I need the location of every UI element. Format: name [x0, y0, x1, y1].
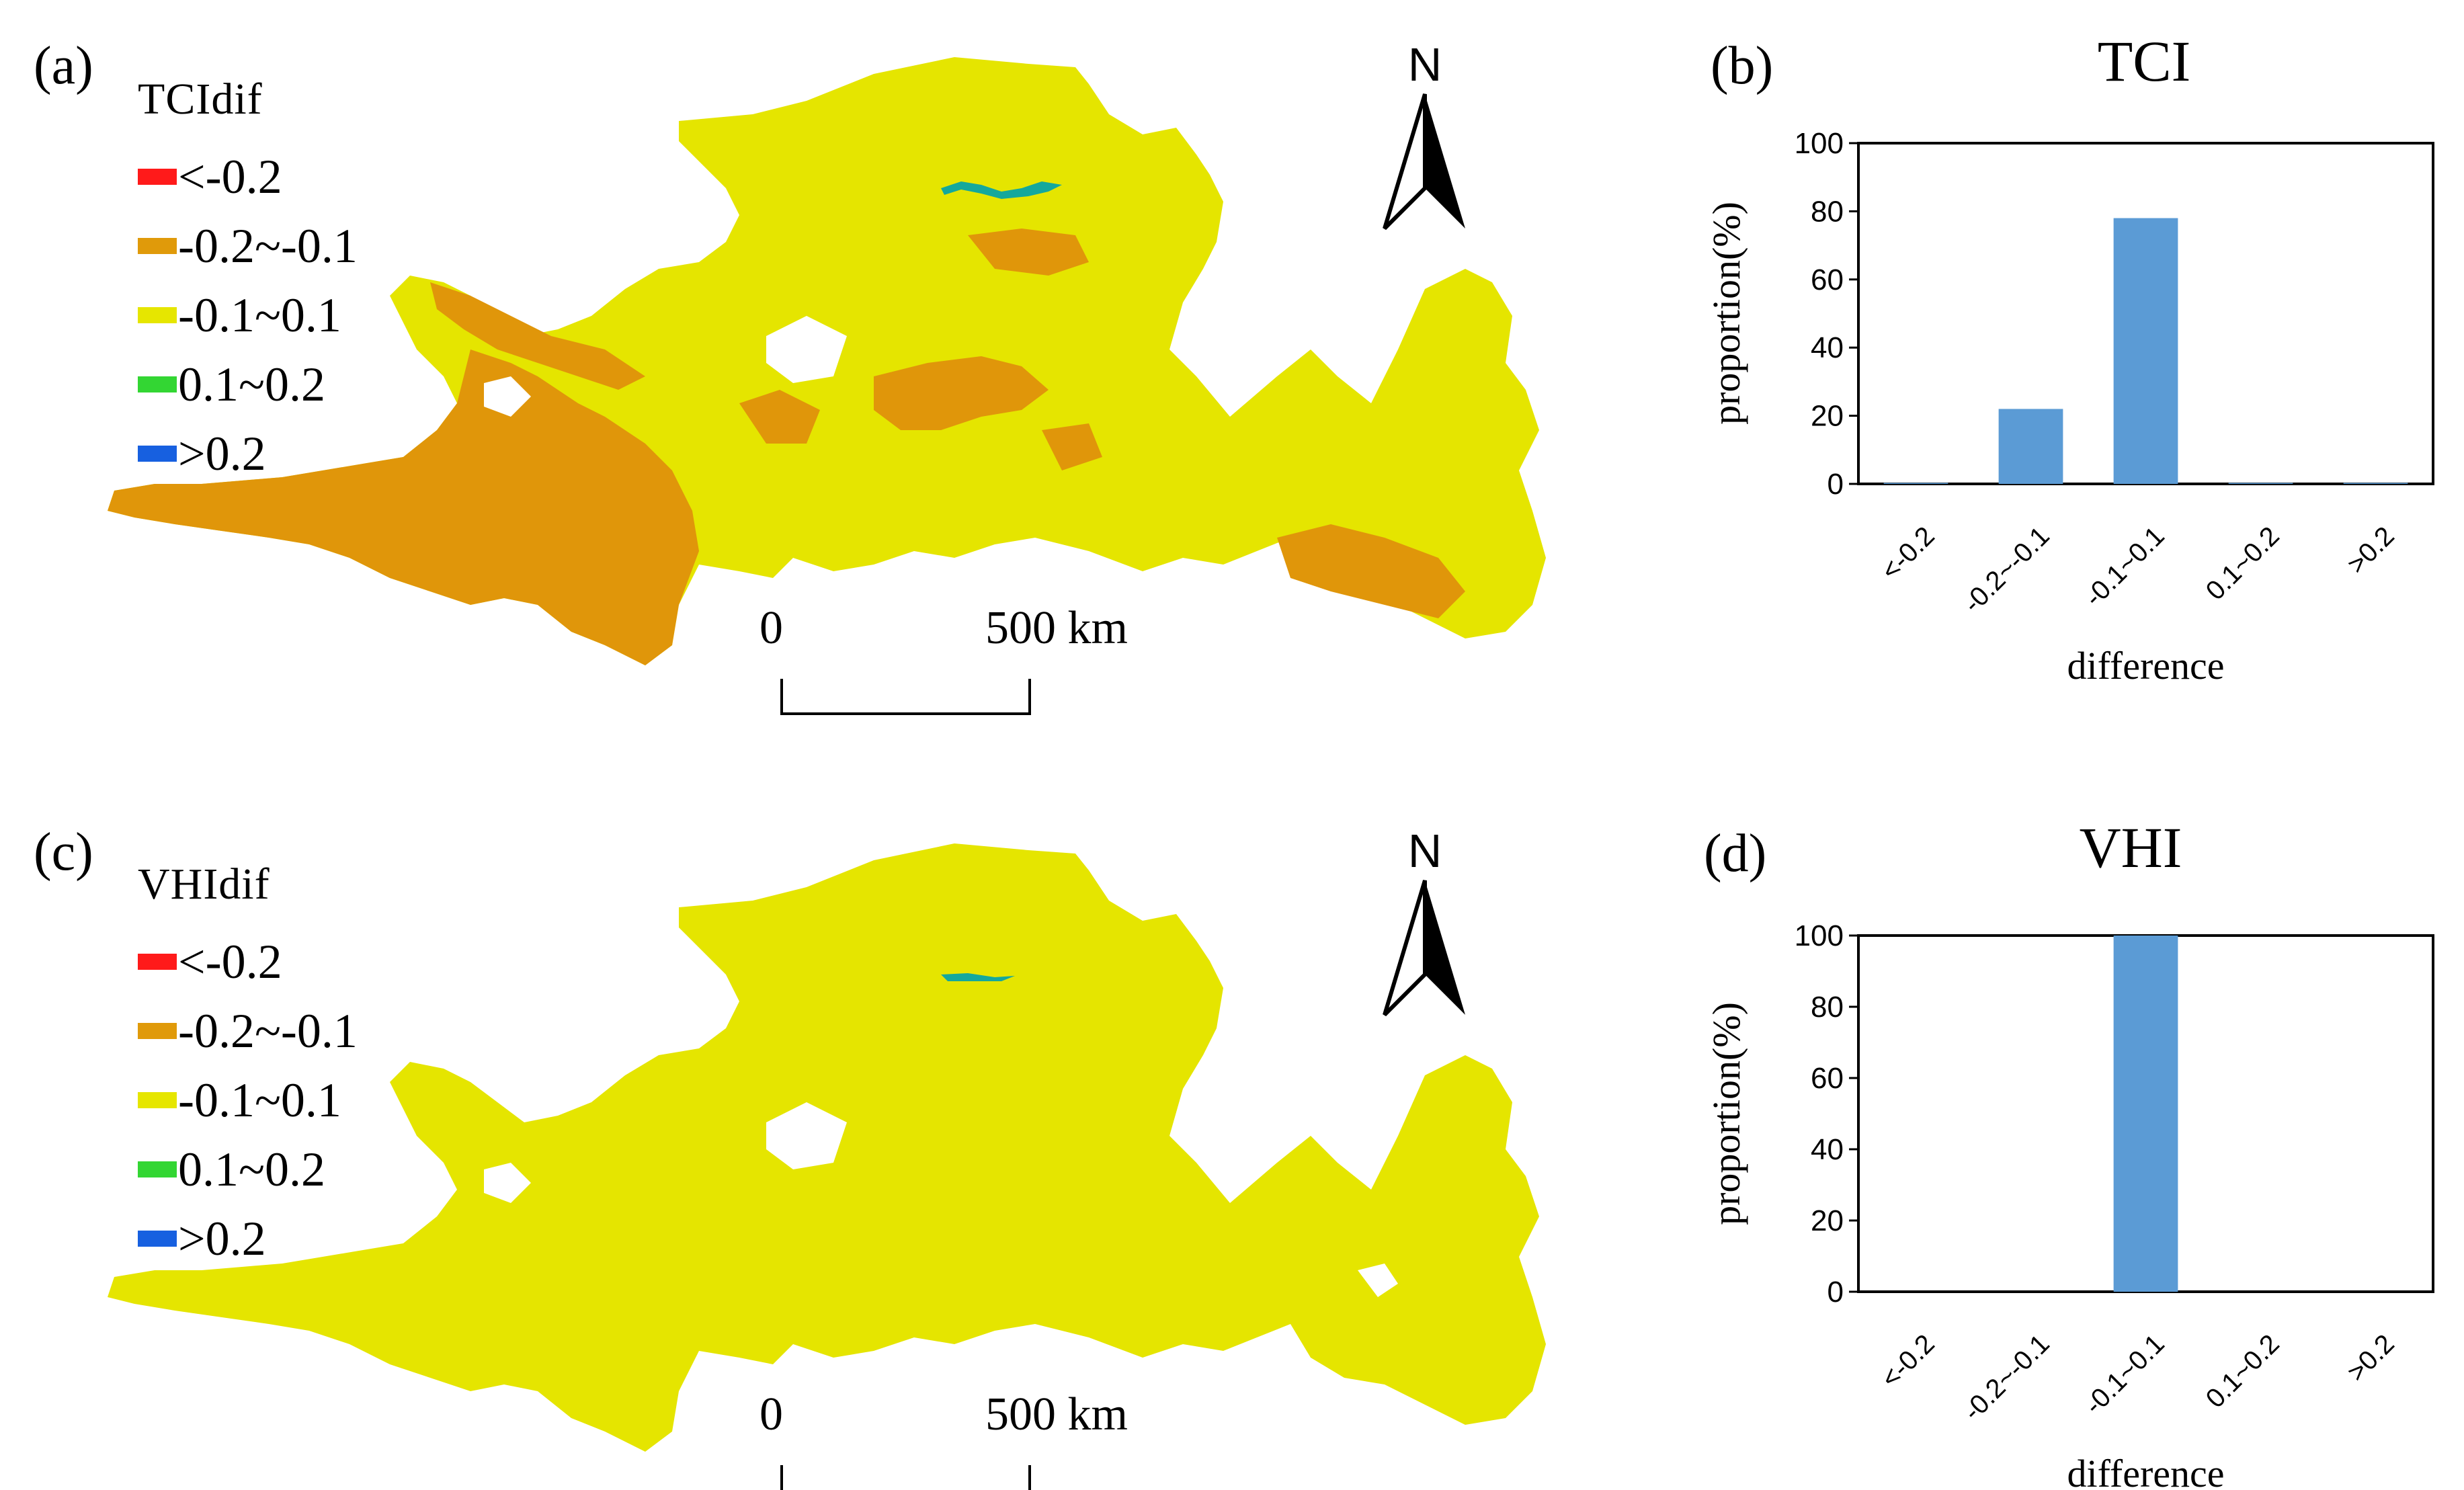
north-label: N	[1408, 825, 1442, 877]
legend-label: -0.2~-0.1	[178, 218, 358, 273]
scale-start-label: 0	[759, 602, 783, 654]
y-tick-label: 0	[1828, 468, 1844, 501]
y-tick-label: 40	[1811, 1133, 1844, 1166]
legend-label: <-0.2	[178, 149, 282, 204]
legend-label: <-0.2	[178, 934, 282, 989]
legend-item: >0.2	[138, 419, 358, 488]
y-tick-label: 40	[1811, 331, 1844, 364]
bar-1	[1998, 409, 2063, 484]
y-tick-label: 100	[1795, 919, 1844, 952]
legend-title: VHIdif	[138, 860, 270, 909]
panel-label-d: (d)	[1704, 824, 1767, 883]
legend-item: >0.2	[138, 1204, 358, 1273]
legend-label: >0.2	[178, 1211, 266, 1266]
y-tick-label: 20	[1811, 400, 1844, 433]
chart-title-tci: TCI	[2097, 29, 2191, 93]
y-tick-label: 100	[1795, 127, 1844, 160]
panel-label-c: (c)	[34, 823, 93, 882]
legend-title: TCIdif	[138, 75, 263, 124]
legend-swatch	[138, 376, 177, 392]
y-tick-label: 60	[1811, 1062, 1844, 1095]
map-region	[108, 57, 1546, 665]
legend-swatch	[138, 1091, 177, 1108]
chart-vhi: 0 20 40 60 80 100 <-0.2 -0.2~-0.1 -0.1~0.1 0.1~0.…	[1705, 919, 2434, 1490]
chart-tci: 0 20 40 60 80 100 <-0.2 -0.2~-0.1 -0.1~0.1 0.1~0.…	[1705, 127, 2434, 688]
north-arrow: N	[1383, 38, 1465, 231]
x-tick-label: <-0.2	[1875, 1329, 1940, 1393]
y-tick-label: 20	[1811, 1204, 1844, 1237]
legend-swatch	[138, 445, 177, 462]
scale-end-label: 500 km	[985, 1389, 1128, 1440]
legend-item: -0.1~0.1	[138, 1065, 358, 1134]
legend-swatch	[138, 1230, 177, 1247]
bar-2	[2113, 936, 2178, 1292]
north-arrow: N	[1383, 825, 1465, 1017]
legend-swatch	[138, 306, 177, 323]
y-axis-label: proportion(%)	[1705, 202, 1748, 425]
panel-label-b: (b)	[1711, 36, 1774, 95]
legend-label: 0.1~0.2	[178, 1142, 325, 1196]
y-axis-label: proportion(%)	[1705, 1002, 1748, 1225]
legend-label: 0.1~0.2	[178, 357, 325, 411]
legend-label: >0.2	[178, 426, 266, 481]
y-tick-label: 0	[1828, 1276, 1844, 1309]
chart-title-vhi: VHI	[2079, 815, 2182, 880]
x-tick-label: -0.1~0.1	[2079, 521, 2170, 612]
legend-items: <-0.2 -0.2~-0.1 -0.1~0.1 0.1~0.2 >0.2	[138, 927, 358, 1273]
legend-label: -0.2~-0.1	[178, 1003, 358, 1058]
legend-label: -0.1~0.1	[178, 288, 341, 342]
bar-3	[2228, 483, 2293, 484]
legend-item: 0.1~0.2	[138, 349, 358, 419]
north-label: N	[1408, 38, 1442, 91]
x-tick-label: 0.1~0.2	[2201, 1329, 2285, 1413]
legend-swatch	[138, 237, 177, 254]
legend-label: -0.1~0.1	[178, 1073, 341, 1127]
legend-swatch	[138, 953, 177, 970]
legend-vhi: VHIdif <-0.2 -0.2~-0.1 -0.1~0.1 0.1~0.2 >0.2	[138, 862, 358, 1273]
x-tick-label: 0.1~0.2	[2201, 521, 2285, 606]
map-vhi-difference: N	[108, 825, 1546, 1452]
x-tick-label: <-0.2	[1875, 521, 1940, 585]
x-tick-label: -0.2~-0.1	[1958, 1329, 2055, 1426]
legend-item: -0.2~-0.1	[138, 211, 358, 280]
bar-4	[2343, 483, 2408, 484]
x-axis-label: difference	[2067, 644, 2225, 688]
x-tick-label: >0.2	[2342, 1329, 2400, 1387]
map-region	[108, 843, 1546, 1452]
bar-0	[1883, 483, 1948, 484]
bar-2	[2113, 218, 2178, 484]
map-tci-difference: N	[108, 38, 1546, 665]
y-tick-label: 80	[1811, 991, 1844, 1024]
legend-items: <-0.2 -0.2~-0.1 -0.1~0.1 0.1~0.2 >0.2	[138, 142, 358, 488]
x-tick-label: -0.2~-0.1	[1958, 521, 2055, 618]
legend-item: <-0.2	[138, 927, 358, 996]
legend-swatch	[138, 1022, 177, 1039]
legend-item: <-0.2	[138, 142, 358, 211]
legend-swatch	[138, 1161, 177, 1177]
legend-item: -0.2~-0.1	[138, 996, 358, 1065]
y-tick-label: 60	[1811, 263, 1844, 296]
legend-item: -0.1~0.1	[138, 280, 358, 349]
panel-label-a: (a)	[34, 36, 93, 95]
scale-start-label: 0	[759, 1389, 783, 1440]
scale-end-label: 500 km	[985, 602, 1128, 654]
legend-item: 0.1~0.2	[138, 1134, 358, 1204]
x-axis-label: difference	[2067, 1452, 2225, 1490]
x-tick-label: -0.1~0.1	[2079, 1329, 2170, 1420]
x-tick-label: >0.2	[2342, 521, 2400, 579]
legend-tci: TCIdif <-0.2 -0.2~-0.1 -0.1~0.1 0.1~0.2 >0.2	[138, 77, 358, 488]
legend-swatch	[138, 168, 177, 185]
y-tick-label: 80	[1811, 195, 1844, 228]
